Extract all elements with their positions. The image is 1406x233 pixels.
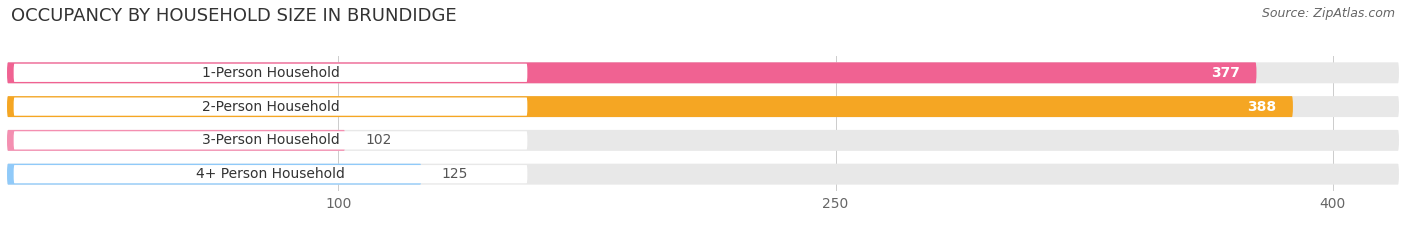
- FancyBboxPatch shape: [7, 96, 1399, 117]
- FancyBboxPatch shape: [7, 62, 1399, 83]
- Text: OCCUPANCY BY HOUSEHOLD SIZE IN BRUNDIDGE: OCCUPANCY BY HOUSEHOLD SIZE IN BRUNDIDGE: [11, 7, 457, 25]
- Text: 1-Person Household: 1-Person Household: [201, 66, 339, 80]
- FancyBboxPatch shape: [7, 96, 1294, 117]
- Text: 125: 125: [441, 167, 468, 181]
- FancyBboxPatch shape: [7, 130, 344, 151]
- Text: 377: 377: [1211, 66, 1240, 80]
- Text: 388: 388: [1247, 99, 1277, 114]
- FancyBboxPatch shape: [14, 97, 527, 116]
- FancyBboxPatch shape: [7, 62, 1257, 83]
- Text: 102: 102: [366, 133, 391, 147]
- FancyBboxPatch shape: [7, 164, 1399, 185]
- FancyBboxPatch shape: [14, 131, 527, 150]
- FancyBboxPatch shape: [7, 164, 422, 185]
- FancyBboxPatch shape: [14, 64, 527, 82]
- FancyBboxPatch shape: [14, 165, 527, 183]
- Text: 3-Person Household: 3-Person Household: [201, 133, 339, 147]
- Text: Source: ZipAtlas.com: Source: ZipAtlas.com: [1261, 7, 1395, 20]
- Text: 2-Person Household: 2-Person Household: [201, 99, 339, 114]
- FancyBboxPatch shape: [7, 130, 1399, 151]
- Text: 4+ Person Household: 4+ Person Household: [195, 167, 344, 181]
